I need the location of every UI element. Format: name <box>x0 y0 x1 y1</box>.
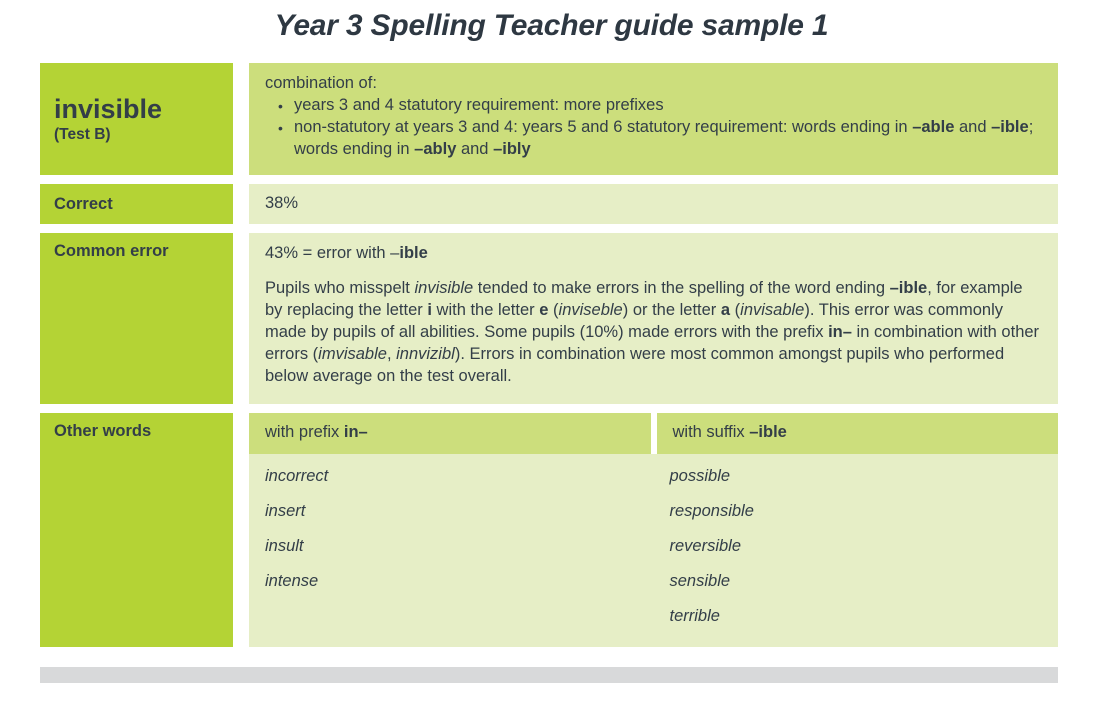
footer-divider-bar <box>40 666 1058 683</box>
suffix-word-list: possible responsible reversible sensible… <box>654 454 1059 647</box>
text-segment-bold: –ible <box>749 423 787 441</box>
text-segment: ). Errors in combination were most commo… <box>265 344 1005 385</box>
error-stat-heading: 43% = error with –ible <box>265 243 1042 265</box>
list-item: terrible <box>669 606 720 625</box>
correct-value-cell: 38% <box>249 184 1058 224</box>
text-segment: , <box>386 344 397 363</box>
text-segment: non-statutory at years 3 and 4: years 5 … <box>294 117 913 136</box>
requirement-bullet-1-text: years 3 and 4 statutory requirement: mor… <box>294 95 664 114</box>
requirement-bullet-1: • years 3 and 4 statutory requirement: m… <box>265 95 1042 117</box>
text-segment: with suffix <box>672 423 750 441</box>
text-segment-italic: invisible <box>414 278 474 297</box>
text-segment-italic: innvizibl <box>396 344 455 363</box>
text-segment: in combination with other errors ( <box>265 322 1040 363</box>
text-segment: with prefix <box>265 423 344 441</box>
text-segment-bold: in– <box>343 423 368 441</box>
other-words-body: with prefix in– with suffix –ible incorr… <box>249 413 1058 647</box>
text-segment: 43% = error with – <box>265 244 400 262</box>
text-segment-bold: –able <box>912 117 955 136</box>
text-segment-bold: a <box>720 300 731 319</box>
correct-header-cell: Correct <box>40 184 233 224</box>
text-segment: ) or the letter <box>622 300 721 319</box>
text-segment-bold: –ably <box>414 139 457 158</box>
other-words-column-headers: with prefix in– with suffix –ible <box>249 413 1058 454</box>
text-segment-italic: invisable <box>740 300 805 319</box>
text-segment: Pupils who misspelt <box>265 278 415 297</box>
list-item: insult <box>265 536 304 555</box>
text-segment-bold: ible <box>399 244 428 262</box>
other-words-row: Other words with prefix in– with suffix … <box>40 413 1058 647</box>
text-segment: and <box>954 117 992 136</box>
other-words-lists: incorrect insert insult intense possible… <box>249 453 1059 647</box>
text-segment-bold: e <box>539 300 549 319</box>
requirement-bullet-2: • non-statutory at years 3 and 4: years … <box>265 117 1042 161</box>
suffix-column-header: with suffix –ible <box>656 413 1058 454</box>
text-segment-bold: in– <box>828 322 852 341</box>
target-word: invisible <box>54 93 163 124</box>
text-segment-italic: imvisable <box>318 344 387 363</box>
bullet-icon: • <box>278 97 283 114</box>
list-item: intense <box>265 571 319 590</box>
list-item: possible <box>669 466 731 485</box>
text-segment: and <box>456 139 494 158</box>
list-item: incorrect <box>265 466 329 485</box>
other-words-header-cell: Other words <box>40 413 233 647</box>
text-segment: ( <box>548 300 559 319</box>
common-error-row: Common error 43% = error with –ible Pupi… <box>40 233 1058 404</box>
text-segment: ; words ending in <box>294 117 1034 158</box>
text-segment-bold: –ibly <box>493 139 531 158</box>
prefix-column-header: with prefix in– <box>249 413 651 454</box>
correct-row: Correct 38% <box>40 184 1058 224</box>
common-error-header-cell: Common error <box>40 233 233 404</box>
requirements-cell: combination of: • years 3 and 4 statutor… <box>249 63 1058 175</box>
list-item: reversible <box>669 536 742 555</box>
spelling-guide-table: invisible (Test B) combination of: • yea… <box>40 63 1058 647</box>
requirements-intro: combination of: <box>265 74 377 92</box>
text-segment-bold: –ible <box>991 117 1029 136</box>
list-item: insert <box>265 501 306 520</box>
requirement-bullet-2-text: non-statutory at years 3 and 4: years 5 … <box>294 117 1042 161</box>
word-header-cell: invisible (Test B) <box>40 63 233 175</box>
test-label: (Test B) <box>54 126 111 144</box>
text-segment: with the letter <box>431 300 540 319</box>
page-title: Year 3 Spelling Teacher guide sample 1 <box>274 9 829 42</box>
text-segment: tended to make errors in the spelling of… <box>473 278 890 297</box>
text-segment-italic: inviseble <box>558 300 623 319</box>
common-error-body-cell: 43% = error with –ible Pupils who misspe… <box>249 233 1058 404</box>
text-segment: ( <box>730 300 741 319</box>
list-item: responsible <box>669 501 754 520</box>
bullet-icon: • <box>278 119 283 136</box>
list-item: sensible <box>669 571 731 590</box>
text-segment: , for example by replacing the letter <box>265 278 1023 319</box>
text-segment-bold: –ible <box>889 278 928 297</box>
text-segment: ). This error was commonly made by pupil… <box>265 300 1004 341</box>
text-segment-bold: i <box>427 300 432 319</box>
word-row: invisible (Test B) combination of: • yea… <box>40 63 1058 175</box>
error-analysis-paragraph: Pupils who misspelt invisible tended to … <box>265 278 1042 388</box>
prefix-word-list: incorrect insert insult intense <box>249 454 654 647</box>
